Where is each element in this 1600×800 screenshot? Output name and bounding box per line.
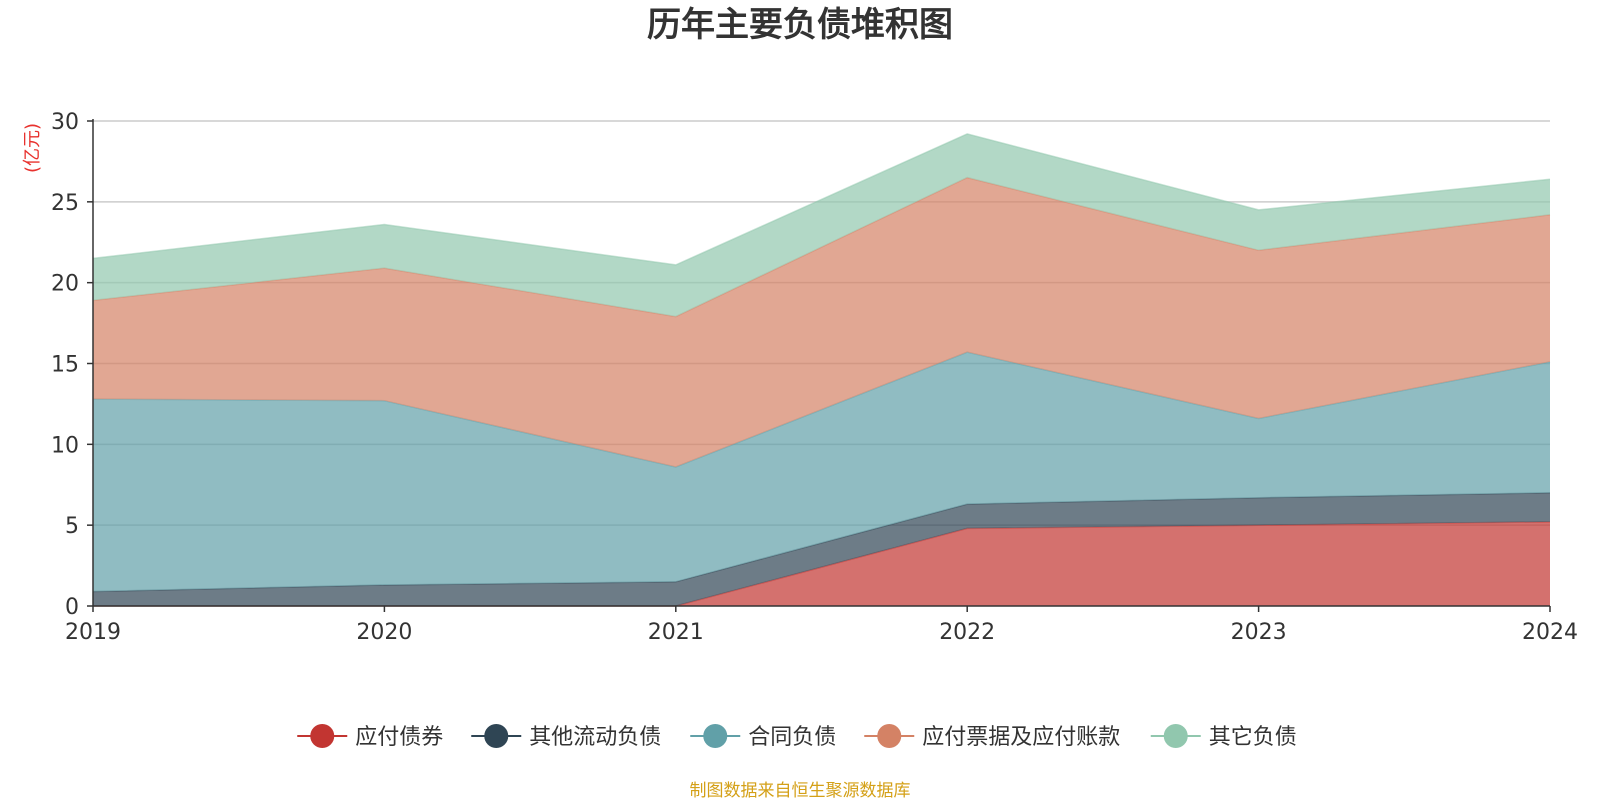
area-series-3	[93, 177, 1550, 467]
x-tick-label: 2019	[65, 620, 121, 645]
chart-title: 历年主要负债堆积图	[647, 5, 953, 45]
legend-label: 合同负债	[748, 725, 836, 750]
axes: 0 5 10 15 20 25 30 2019 2020 2021 2022 2023 2024	[51, 110, 1578, 645]
legend-label: 其他流动负债	[529, 725, 661, 750]
x-tick-label: 2022	[939, 620, 995, 645]
legend-label: 应付票据及应付账款	[922, 725, 1120, 750]
legend-label: 其它负债	[1209, 725, 1297, 750]
y-tick-label: 20	[51, 272, 79, 297]
legend-circle-marker	[484, 724, 509, 748]
legend-circle-marker	[703, 724, 728, 748]
y-tick-label: 30	[51, 110, 79, 135]
legend-circle-marker	[1163, 724, 1188, 748]
legend-item-2[interactable]: 合同负债	[690, 724, 836, 750]
area-series-4	[93, 133, 1550, 317]
y-tick-label: 15	[51, 353, 79, 378]
legend-item-3[interactable]: 应付票据及应付账款	[864, 724, 1120, 750]
legend-item-4[interactable]: 其它负债	[1150, 724, 1297, 750]
y-tick-label: 0	[65, 595, 79, 620]
legend-circle-marker	[310, 724, 335, 748]
y-tick-label: 5	[65, 514, 79, 539]
legend-item-0[interactable]: 应付债券	[297, 724, 443, 750]
x-tick-label: 2024	[1522, 620, 1578, 645]
x-tick-label: 2023	[1231, 620, 1287, 645]
legend-circle-marker	[877, 724, 902, 748]
area-series-0	[93, 521, 1550, 606]
x-tick-label: 2021	[648, 620, 704, 645]
legend-label: 应付债券	[355, 725, 443, 750]
legend-item-1[interactable]: 其他流动负债	[471, 724, 661, 750]
area-series-group	[92, 133, 1551, 607]
y-axis-unit-label: (亿元)	[22, 123, 43, 173]
y-tick-label: 10	[51, 433, 79, 458]
legend: 应付债券 其他流动负债 合同负债 应付票据及应付账款 其它负债	[297, 724, 1297, 750]
y-tick-label: 25	[51, 191, 79, 216]
area-series-1	[93, 492, 1550, 606]
x-tick-label: 2020	[356, 620, 412, 645]
area-series-line-4	[92, 133, 1551, 266]
source-note: 制图数据来自恒生聚源数据库	[690, 781, 911, 800]
area-series-2	[93, 352, 1550, 592]
